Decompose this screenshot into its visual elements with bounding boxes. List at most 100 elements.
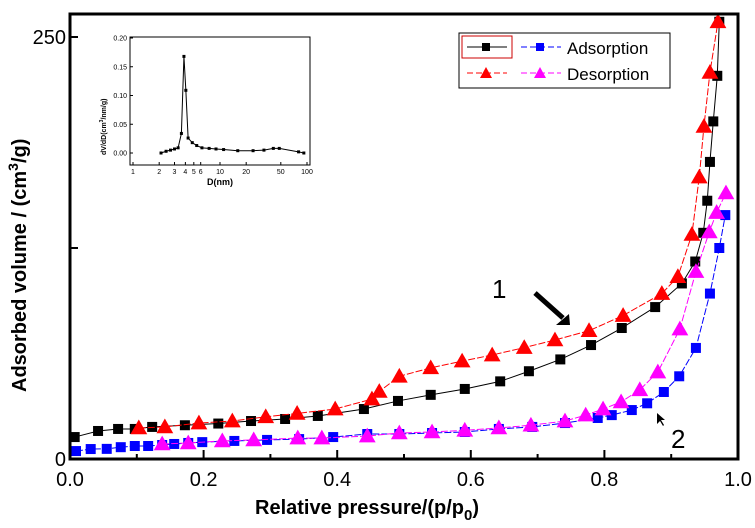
- legend-desorption: Desorption: [567, 65, 649, 84]
- data-point: [592, 412, 603, 423]
- data-point: [422, 359, 440, 375]
- inset-x-tick-label: 5: [192, 169, 196, 176]
- x-tick-label: 0.8: [590, 469, 618, 491]
- data-point: [246, 416, 257, 427]
- data-point: [69, 432, 80, 443]
- data-point: [490, 419, 508, 435]
- data-point: [358, 404, 369, 415]
- data-point: [153, 435, 171, 451]
- data-point: [101, 443, 112, 454]
- data-point: [717, 184, 735, 200]
- data-point: [390, 424, 408, 440]
- data-point: [523, 366, 534, 377]
- y-tick-label: 250: [33, 27, 66, 49]
- series-line-1: [138, 21, 719, 429]
- data-point: [425, 389, 436, 400]
- inset-pore-size-plot: 1 2 3 4 5 6 10 20 50 100 0.00 0.05 0.10 0.15 0.20 D(nm)…: [99, 36, 313, 188]
- data-point: [495, 376, 506, 387]
- data-point: [669, 268, 687, 283]
- data-point: [213, 418, 224, 429]
- data-point: [577, 406, 595, 422]
- data-point: [390, 367, 408, 383]
- data-point: [456, 421, 474, 437]
- data-point: [459, 383, 470, 394]
- inset-x-tick-label: 10: [216, 169, 224, 176]
- data-point: [701, 64, 719, 79]
- x-tick-label: 0.6: [457, 469, 485, 491]
- data-point: [631, 381, 649, 397]
- inset-frame: [129, 36, 311, 166]
- data-point: [683, 226, 701, 241]
- data-point: [556, 412, 574, 428]
- data-point: [130, 419, 148, 435]
- legend: Adsorption Desorption: [458, 32, 671, 89]
- inset-data-point: [271, 146, 275, 150]
- data-point: [93, 425, 104, 436]
- inset-data-point: [251, 149, 255, 153]
- inset-data-point: [195, 144, 199, 148]
- inset-x-tick-label: 3: [173, 169, 177, 176]
- arrow-icon: [533, 291, 570, 325]
- inset-data-point: [236, 149, 240, 153]
- data-point: [423, 423, 441, 439]
- data-point: [626, 405, 637, 416]
- x-axis-label: Relative pressure/(p/p0): [255, 497, 479, 524]
- data-point: [313, 429, 331, 445]
- data-point: [586, 340, 597, 351]
- data-point: [690, 342, 701, 353]
- inset-x-tick-label: 2: [157, 169, 161, 176]
- data-point: [245, 431, 263, 447]
- data-point: [690, 168, 708, 184]
- data-point: [289, 429, 307, 445]
- data-point: [612, 393, 630, 409]
- inset-y-axis-label: dV/dD(cm3/nm/g): [99, 99, 108, 155]
- data-point: [653, 285, 671, 300]
- inset-series-line: [160, 56, 304, 154]
- data-point: [71, 446, 82, 457]
- data-point: [546, 331, 564, 347]
- inset-x-tick-label: 4: [183, 169, 187, 176]
- x-tick-label: 0.2: [190, 469, 218, 491]
- data-point: [326, 400, 344, 416]
- x-tick-label: 1.0: [724, 469, 752, 491]
- inset-data-point: [200, 146, 204, 150]
- data-point: [674, 371, 685, 382]
- data-point: [650, 302, 661, 313]
- inset-data-point: [262, 148, 266, 152]
- data-point: [392, 395, 403, 406]
- inset-x-axis-label: D(nm): [207, 177, 233, 187]
- data-point: [700, 223, 718, 239]
- data-point: [690, 256, 701, 267]
- data-point: [704, 288, 715, 299]
- data-point: [370, 383, 388, 398]
- data-point: [190, 414, 208, 430]
- inset-data-point: [176, 146, 180, 150]
- data-point: [223, 412, 241, 428]
- inset-data-point: [277, 146, 281, 150]
- data-point: [280, 413, 291, 424]
- inset-data-point: [297, 150, 301, 154]
- data-point: [671, 320, 689, 336]
- inset-x-tick-label: 100: [301, 169, 313, 176]
- x-tick-label: 0.4: [323, 469, 351, 491]
- data-point: [704, 156, 715, 167]
- data-point: [708, 204, 726, 219]
- y-tick-label: 0: [55, 449, 66, 471]
- data-point: [614, 307, 632, 322]
- x-tick-label: 0.0: [56, 469, 84, 491]
- data-point: [156, 418, 174, 434]
- legend-magenta-triangle-icon: [534, 67, 546, 78]
- data-point: [143, 441, 154, 452]
- data-point: [695, 118, 713, 133]
- data-point: [712, 70, 723, 81]
- data-point: [213, 432, 231, 448]
- data-point: [709, 13, 727, 29]
- data-point: [288, 405, 306, 420]
- data-point: [714, 243, 725, 253]
- data-point: [555, 354, 566, 365]
- data-point: [515, 339, 533, 354]
- data-point: [257, 408, 275, 424]
- data-point: [85, 444, 96, 455]
- data-point: [698, 227, 709, 238]
